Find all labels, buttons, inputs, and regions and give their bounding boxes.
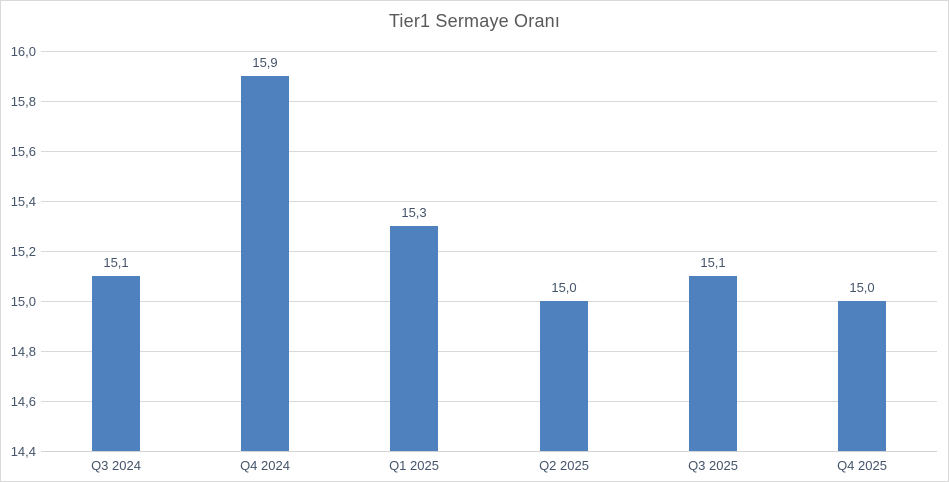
x-axis-category-label: Q2 2025 (539, 458, 589, 473)
y-axis-tick-label: 15,8 (10, 94, 36, 109)
bar-value-label: 15,1 (700, 255, 726, 270)
bar-q2-2025[interactable] (540, 301, 588, 451)
y-axis-tick-label: 15,4 (10, 194, 36, 209)
bar-value-label: 15,1 (103, 255, 129, 270)
x-axis-line (41, 451, 937, 452)
gridline (41, 151, 937, 152)
bar-value-label: 15,0 (551, 280, 577, 295)
bar-value-label: 15,9 (252, 55, 278, 70)
y-axis-tick-label: 15,0 (10, 294, 36, 309)
bar-value-label: 15,0 (849, 280, 875, 295)
gridline (41, 301, 937, 302)
gridline (41, 351, 937, 352)
x-axis-category-label: Q4 2025 (837, 458, 887, 473)
y-axis-tick-label: 14,4 (10, 444, 36, 459)
bar-q4-2025[interactable] (838, 301, 886, 451)
bar-q4-2024[interactable] (241, 76, 289, 451)
chart-title: Tier1 Sermaye Oranı (388, 11, 561, 31)
bar-q1-2025[interactable] (390, 226, 438, 451)
gridline (41, 251, 937, 252)
gridline (41, 101, 937, 102)
y-axis-tick-label: 14,8 (10, 344, 36, 359)
bar-value-label: 15,3 (401, 205, 427, 220)
x-axis-category-label: Q1 2025 (389, 458, 439, 473)
y-axis-tick-label: 16,0 (10, 44, 36, 59)
x-axis-category-label: Q3 2025 (688, 458, 738, 473)
x-axis-category-label: Q4 2024 (240, 458, 290, 473)
y-axis-tick-label: 14,6 (10, 394, 36, 409)
gridline (41, 201, 937, 202)
gridline (41, 51, 937, 52)
y-axis-tick-label: 15,2 (10, 244, 36, 259)
y-axis-tick-label: 15,6 (10, 144, 36, 159)
x-axis-category-label: Q3 2024 (91, 458, 141, 473)
bar-q3-2024[interactable] (92, 276, 140, 451)
bar-q3-2025[interactable] (689, 276, 737, 451)
gridline (41, 401, 937, 402)
